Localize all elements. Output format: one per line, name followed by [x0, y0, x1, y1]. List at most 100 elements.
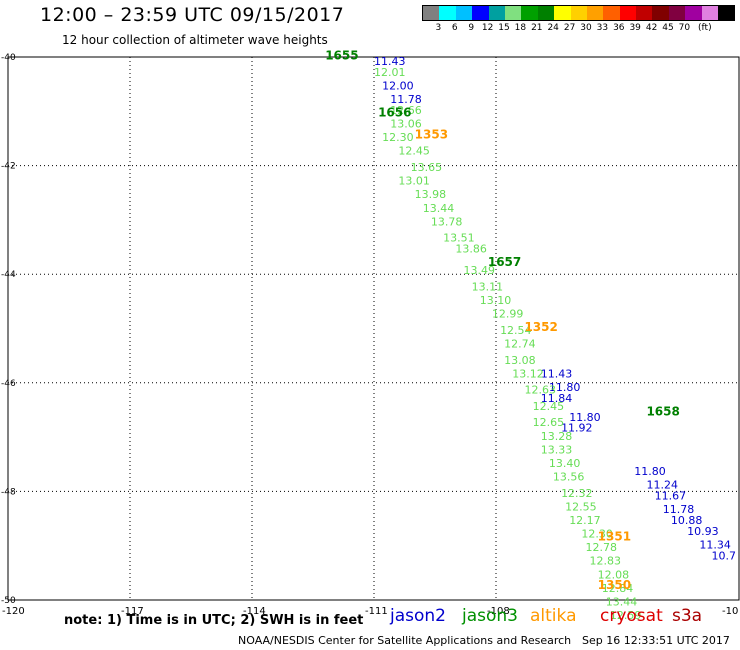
colorbar-label: 30: [580, 23, 592, 33]
swh-point-label: 13.56: [553, 471, 585, 484]
swh-point-label: 13.51: [443, 232, 475, 245]
swh-point-label: 13.11: [472, 280, 504, 293]
pass-time-labels: 1655 1656 1657 1658 1353 1352 1351 1350: [325, 49, 680, 592]
pass-time-label: 1352: [524, 320, 557, 334]
colorbar-swatch: [668, 6, 686, 20]
swh-point-label: 13.33: [541, 443, 573, 456]
swh-point-label: 11.78: [390, 93, 422, 106]
legend-entry-jason3: jason3: [462, 606, 518, 626]
swh-point-label: 12.30: [581, 528, 613, 541]
colorbar-label: 12: [481, 23, 494, 33]
colorbar-labels: 3 6 9 12 15 18 21 24 27 30 33 36 39 42 45 70 (ft): [422, 21, 735, 35]
colorbar-swatch: [504, 6, 522, 20]
swh-point-label: 13.40: [549, 457, 581, 470]
map-frame: [7, 56, 740, 601]
colorbar-swatch: [439, 6, 456, 20]
swh-point-label: 12.83: [590, 555, 622, 568]
pass-time-label: 1656: [378, 106, 411, 120]
x-tick-label: -10: [722, 606, 738, 617]
swh-point-label: 10.88: [671, 514, 703, 527]
pass-time-label: 1657: [488, 255, 521, 269]
colorbar-label: 39: [629, 23, 641, 33]
colorbar-label: 70: [678, 23, 691, 33]
legend-entry-s3a: s3a: [672, 606, 703, 626]
swh-point-label: 13.86: [455, 242, 487, 255]
swh-point-label: 13.44: [606, 595, 638, 608]
swh-point-label: 12.78: [585, 541, 617, 554]
colorbar-label: 18: [514, 23, 527, 33]
swh-point-label: 12.65: [533, 416, 565, 429]
swh-point-label: 11.78: [663, 503, 695, 516]
swh-point-label: 12.55: [565, 500, 597, 513]
legend-entry-cryosat: cryosat: [600, 606, 663, 626]
colorbar-swatches: [422, 5, 736, 21]
swh-point-label: 11.67: [655, 490, 687, 503]
pass-time-label: 1658: [646, 404, 679, 418]
colorbar-swatch: [586, 6, 604, 20]
swh-point-label: 12.45: [533, 400, 565, 413]
colorbar-label: 36: [613, 23, 625, 33]
colorbar-label: 42: [645, 23, 658, 33]
axis-tick-labels: -120 -117 -114 -111 -108 -10 -40 -42 -44 -46 -48 -5…: [1, 53, 738, 617]
swh-point-label: 12.84: [602, 582, 634, 595]
colorbar-swatch: [455, 6, 473, 20]
colorbar-swatch: [685, 6, 702, 20]
pass-time-label: 1351: [598, 529, 631, 543]
colorbar-label: 6: [451, 23, 458, 33]
swh-point-label: 12.63: [524, 384, 556, 397]
swh-point-label: 13.78: [431, 215, 463, 228]
swh-point-label: 11.34: [699, 538, 731, 551]
wave-height-points: 11.4312.0011.7811.4311.8011.8411.8011.92…: [374, 55, 736, 622]
colorbar-swatch: [521, 6, 538, 20]
swh-point-label: 13.12: [512, 367, 544, 380]
swh-point-label: 12.66: [390, 104, 422, 117]
swh-point-label: 11.92: [561, 422, 593, 435]
swh-point-label: 11.43: [541, 367, 573, 380]
swh-point-label: 11.80: [549, 381, 581, 394]
colorbar-swatch: [636, 6, 653, 20]
pass-time-label: 1655: [325, 49, 358, 63]
swh-point-label: 11.80: [634, 465, 666, 478]
swh-point-label: 12.54: [500, 324, 531, 337]
pass-time-label: 1350: [598, 578, 631, 592]
colorbar-swatch: [619, 6, 637, 20]
pass-time-label: 1353: [415, 127, 448, 141]
swh-point-label: 13.49: [463, 264, 495, 277]
y-tick-label: -48: [1, 487, 16, 497]
colorbar-label: 27: [563, 23, 576, 33]
swh-point-label: 11.80: [569, 411, 601, 424]
colorbar-label: 21: [531, 23, 543, 33]
y-tick-label: -44: [1, 270, 16, 280]
colorbar-swatch: [554, 6, 571, 20]
y-tick-label: -40: [1, 53, 16, 63]
swh-point-label: 13.65: [411, 161, 443, 174]
swh-point-label: 13.98: [415, 188, 447, 201]
map-grid: [7, 56, 740, 601]
swh-point-label: 12.99: [492, 308, 524, 321]
colorbar-label: 24: [547, 23, 559, 33]
x-tick-label: -114: [243, 606, 266, 617]
swh-point-label: 11.84: [541, 392, 573, 405]
swh-point-label: 10.93: [687, 525, 719, 538]
swh-point-label: 13.08: [504, 354, 535, 367]
colorbar-label: 33: [596, 23, 609, 33]
swh-point-label: 13.44: [423, 202, 455, 215]
legend-entry-jason2: jason2: [390, 606, 446, 626]
colorbar-swatch: [423, 6, 440, 20]
swh-point-label: 13.28: [541, 430, 573, 443]
wave-height-colorbar: 3 6 9 12 15 18 21 24 27 30 33 36 39 42 45 70 (ft): [422, 5, 736, 35]
swh-point-label: 12.74: [504, 338, 535, 351]
swh-point-label: 12.01: [374, 66, 406, 79]
x-tick-label: -108: [487, 606, 510, 617]
footer-timestamp: Sep 16 12:33:51 UTC 2017: [582, 634, 730, 647]
map-subtitle: 12 hour collection of altimeter wave hei…: [62, 33, 328, 47]
x-tick-label: -120: [2, 606, 25, 617]
note-text: note: 1) Time is in UTC; 2) SWH is in fe…: [64, 613, 364, 628]
map-title: 12:00 – 23:59 UTC 09/15/2017: [40, 4, 345, 26]
colorbar-swatch: [718, 6, 735, 20]
footer-credit: NOAA/NESDIS Center for Satellite Applica…: [238, 634, 572, 647]
colorbar-swatch: [603, 6, 620, 20]
y-tick-label: -42: [1, 162, 16, 172]
swh-point-label: 11.24: [646, 479, 678, 492]
